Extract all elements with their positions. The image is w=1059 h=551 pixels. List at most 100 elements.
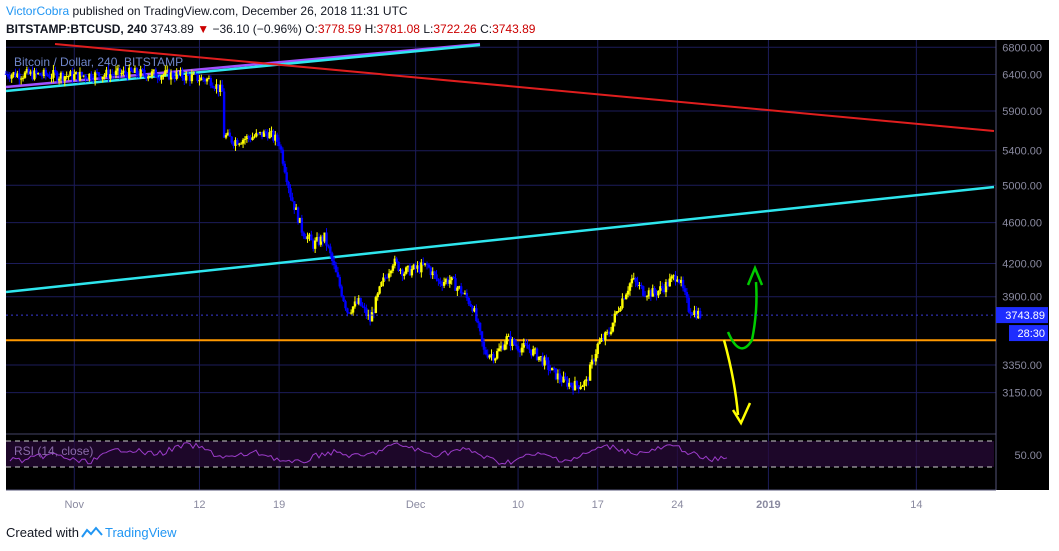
chart-background (6, 40, 1049, 490)
candle-body (86, 78, 89, 80)
candle-body (12, 72, 15, 75)
candle-body (315, 237, 319, 241)
candle-body (224, 135, 228, 138)
candle-body (503, 344, 506, 350)
candle-body (433, 271, 436, 275)
candle-body (154, 69, 158, 78)
candle-body (247, 136, 250, 139)
candle-body (112, 74, 116, 76)
candle-body (579, 386, 582, 390)
candle-body (575, 380, 579, 386)
candle-body (239, 143, 243, 145)
candle-body (148, 75, 152, 77)
candle-body (145, 74, 148, 79)
candle-body (636, 281, 639, 286)
candle-body (427, 264, 431, 268)
candle-body (564, 376, 567, 380)
candle-body (404, 267, 408, 274)
candle-body (160, 76, 163, 80)
candle-body (133, 68, 137, 73)
candle-body (596, 343, 599, 354)
candle-body (25, 69, 29, 73)
candle-body (135, 68, 139, 75)
candle-body (173, 77, 176, 79)
candle-body (522, 343, 525, 348)
candle-body (492, 354, 495, 361)
candle-body (697, 310, 700, 319)
candle-body (473, 308, 476, 312)
candle-body (494, 358, 497, 361)
candle-body (158, 78, 161, 80)
candle-body (698, 310, 702, 318)
candle-body (380, 282, 383, 287)
candle-body (429, 267, 433, 276)
candle-body (518, 350, 522, 353)
candle-body (38, 73, 42, 76)
candle-body (340, 286, 343, 297)
open-value: 3778.59 (317, 22, 362, 36)
high-value: 3781.08 (376, 22, 420, 36)
candle-body (619, 307, 622, 312)
candle-body (349, 312, 353, 314)
resistance-line-red (54, 43, 995, 132)
candle-body (359, 297, 362, 306)
candle-body (666, 282, 670, 287)
candle-body (260, 132, 264, 137)
candle-body (129, 67, 133, 72)
candle-body (490, 354, 493, 356)
candle-body (397, 261, 400, 271)
candle-body (232, 142, 235, 146)
price-chart[interactable]: Bitcoin / Dollar, 240, BITSTAMP 6800.006… (0, 0, 1059, 515)
candle-body (382, 277, 385, 283)
candle-body (266, 133, 269, 139)
candle-body (8, 76, 11, 79)
candle-body (437, 279, 440, 282)
candle-body (450, 276, 453, 281)
candle-body (513, 339, 516, 345)
candle-body (444, 279, 448, 282)
candle-body (422, 262, 425, 265)
candle-body (514, 344, 518, 347)
candle-body (10, 74, 13, 79)
candle-body (323, 232, 326, 242)
candle-body (600, 337, 603, 342)
tradingview-brand-link[interactable]: TradingView (104, 525, 177, 540)
candle-body (406, 265, 410, 268)
candle-body (384, 277, 387, 279)
candle-body (128, 67, 131, 79)
candle-body (452, 276, 455, 279)
tradingview-logo-icon (81, 526, 103, 538)
candle-body (334, 265, 338, 273)
x-tick-label: 2019 (756, 499, 780, 511)
candle-body (175, 71, 178, 79)
candle-body (577, 385, 580, 390)
candle-body (88, 73, 91, 80)
rsi-line (9, 442, 728, 465)
candle-body (645, 296, 649, 298)
candle-body (283, 163, 286, 173)
candle-body (300, 217, 304, 233)
candle-body (19, 78, 23, 80)
candle-body (478, 322, 482, 332)
candle-body (202, 77, 205, 80)
candle-body (276, 134, 279, 142)
candle-body (435, 274, 438, 280)
y-tick-label: 5900.00 (1002, 106, 1042, 118)
candle-body (467, 297, 470, 304)
candle-body (169, 72, 173, 80)
candle-body (420, 262, 423, 273)
candle-body (363, 306, 366, 309)
bullish-arrowhead (746, 264, 764, 286)
candle-body (203, 79, 207, 82)
candle-body (687, 297, 690, 312)
bearish-arrow-path (722, 339, 740, 416)
candle-body (289, 188, 292, 198)
publisher-line: VictorCobra published on TradingView.com… (6, 4, 408, 18)
candles (4, 64, 702, 395)
candle-body (664, 282, 668, 293)
candle-body (78, 71, 82, 81)
author-link[interactable]: VictorCobra (6, 4, 70, 18)
candle-body (454, 278, 457, 291)
candle-body (361, 305, 364, 307)
low-label: L: (423, 22, 434, 36)
